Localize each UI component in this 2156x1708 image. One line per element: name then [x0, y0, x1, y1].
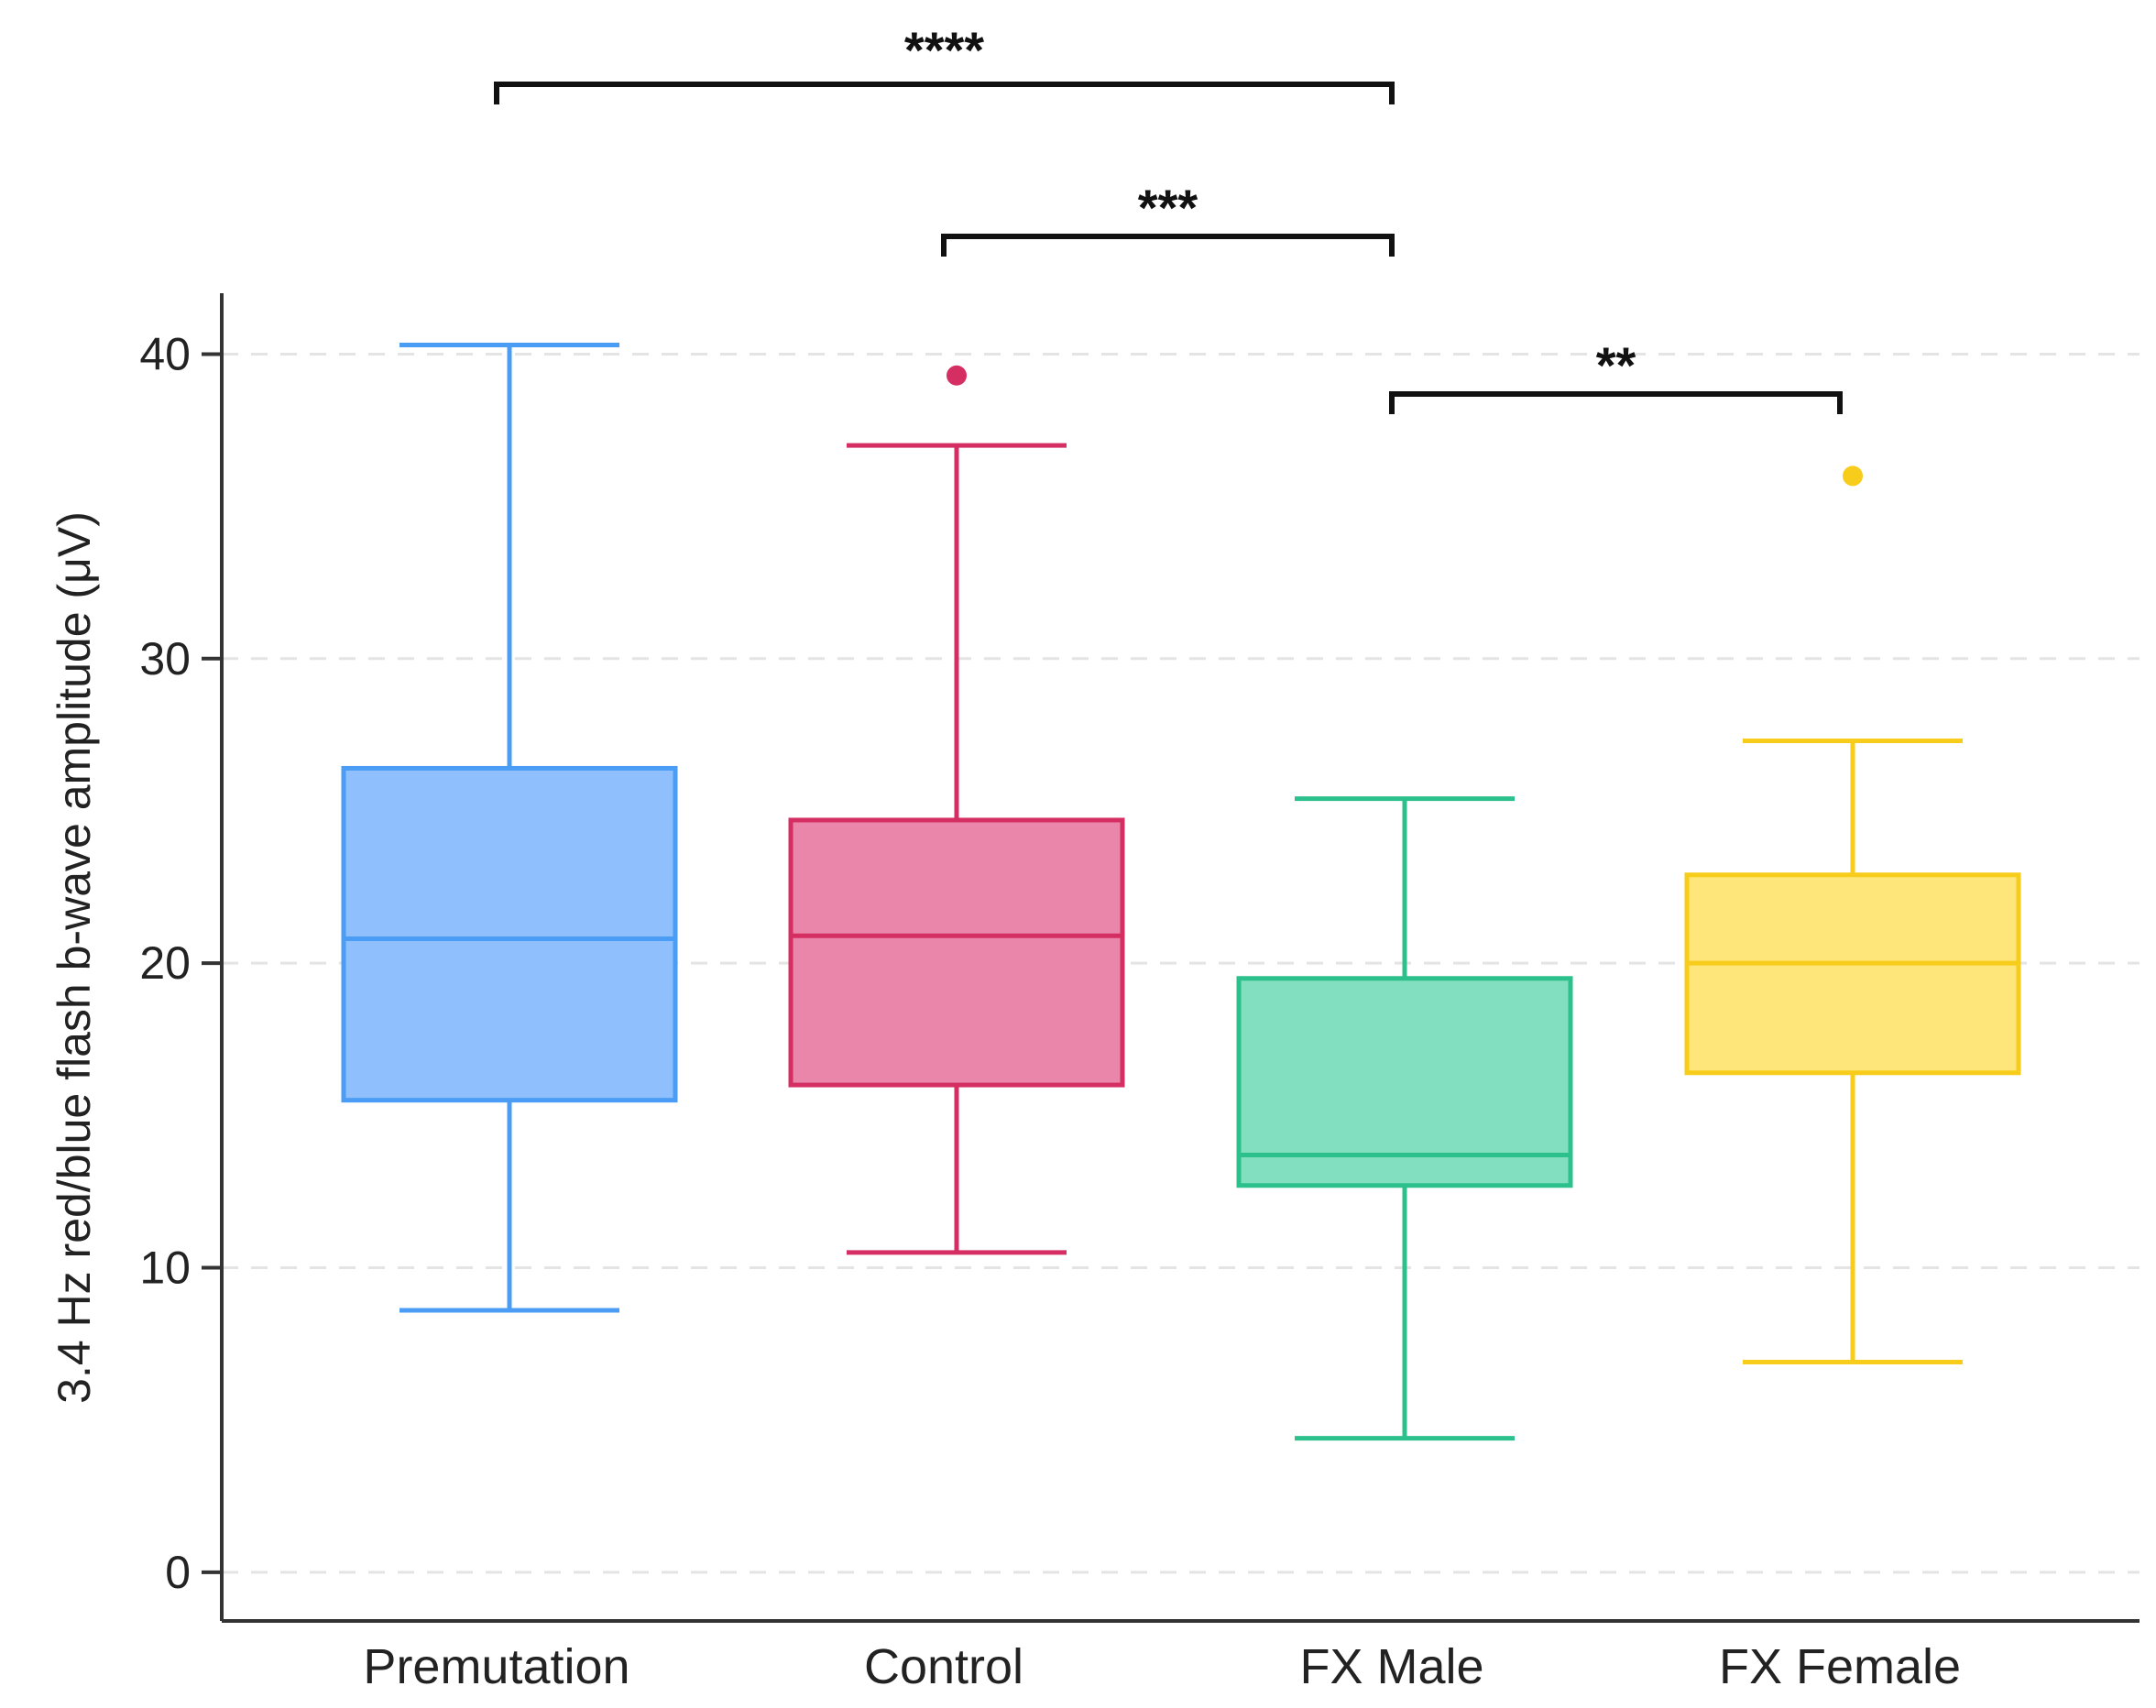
box-layer [341, 342, 2021, 1441]
box-1 [341, 342, 678, 1313]
box-2-iqr-box [788, 817, 1125, 1088]
significance-label-2: *** [1138, 179, 1198, 236]
box-4-outlier-1 [1843, 465, 1863, 487]
box-4-iqr-box [1684, 872, 2021, 1076]
x-category-label-4: FX Female [1719, 1639, 1961, 1694]
box-3 [1236, 796, 1573, 1441]
significance-label-3: ** [1596, 336, 1636, 394]
x-category-label-1: Premutation [363, 1639, 629, 1694]
x-category-label-3: FX Male [1299, 1639, 1483, 1694]
y-tick-label-0: 0 [165, 1547, 191, 1598]
x-category-label-2: Control [864, 1639, 1023, 1694]
y-axis-label: 3.4 Hz red/blue flash b-wave amplitude (… [49, 511, 100, 1404]
significance-bracket-1 [494, 82, 1395, 104]
significance-bracket-3 [1389, 391, 1843, 414]
y-tick-label-30: 30 [139, 633, 191, 684]
y-tick-label-40: 40 [139, 328, 191, 379]
annotation-layer: ********* [494, 21, 1843, 414]
box-1-iqr-box [341, 765, 678, 1103]
axis-layer: 0 10 20 30 40 Premutation Control FX Male FX Fem… [139, 293, 2140, 1694]
y-tick-label-20: 20 [139, 937, 191, 989]
box-3-iqr-box [1236, 976, 1573, 1188]
y-tick-label-10: 10 [139, 1242, 191, 1293]
box-2 [788, 365, 1125, 1255]
significance-bracket-2 [941, 234, 1395, 257]
box-2-outlier-1 [947, 365, 967, 386]
box-4 [1684, 465, 2021, 1365]
significance-label-1: **** [904, 21, 984, 79]
